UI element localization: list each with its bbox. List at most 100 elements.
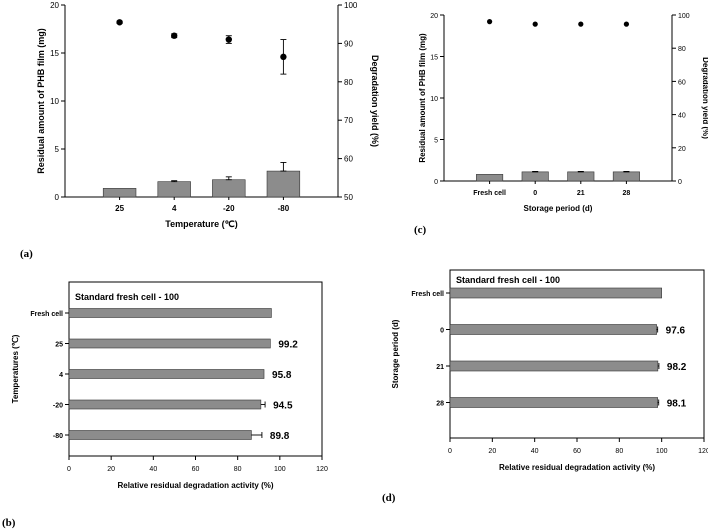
chart-c-y-tick-label: 20	[430, 13, 438, 20]
chart-a-y2-tick-label: 100	[344, 1, 358, 10]
chart-c-y2-tick-label: 0	[678, 179, 682, 186]
chart-a-y2-tick-label: 70	[344, 116, 353, 125]
chart-d-y-tick-label: 21	[436, 364, 444, 371]
chart-d-annotation: Standard fresh cell - 100	[456, 275, 560, 285]
chart-d-y-tick-label: 0	[440, 328, 444, 335]
chart-c-x-tick-label: 28	[623, 190, 631, 197]
chart-c-bar	[567, 171, 595, 182]
chart-a-x-tick-label: -80	[278, 204, 290, 213]
chart-b-y-axis-label: Temperatures (℃)	[11, 334, 20, 403]
chart-a-y2-tick-label: 50	[344, 193, 353, 202]
chart-c-point	[532, 21, 538, 27]
chart-b-annotation: Standard fresh cell - 100	[75, 292, 179, 302]
chart-c-y-tick-label: 10	[430, 96, 438, 103]
chart-d-x-tick-label: 60	[573, 448, 581, 455]
chart-d-x-tick-label: 80	[615, 448, 623, 455]
chart-c-y-axis-label: Residual amount of PHB film (mg)	[418, 33, 427, 163]
chart-a-y-axis-label: Residual amount of PHB film (mg)	[36, 28, 46, 174]
chart-b-x-tick-label: 120	[316, 466, 328, 473]
chart-c-bar	[476, 174, 504, 182]
chart-b-data-label: 94.5	[273, 401, 293, 412]
chart-b-bar	[68, 308, 272, 318]
chart-c-y-tick-label: 15	[430, 55, 438, 62]
chart-b-data-label: 95.8	[272, 370, 292, 381]
chart-a-y2-tick-label: 90	[344, 39, 353, 48]
panel-letter-d: (d)	[382, 492, 396, 504]
chart-d-bar	[449, 360, 659, 372]
chart-b-bar	[68, 338, 271, 349]
chart-c-y2-tick-label: 100	[678, 13, 690, 20]
chart-c-bar	[521, 171, 549, 182]
chart-c-y2-tick-label: 40	[678, 113, 686, 120]
chart-a-y-tick-label: 15	[50, 49, 59, 58]
chart-b-y-tick-label: -80	[53, 433, 63, 440]
chart-b-x-tick-label: 40	[149, 466, 157, 473]
chart-b-y-tick-label: 4	[59, 372, 63, 379]
chart-b-x-tick-label: 100	[274, 466, 286, 473]
chart-d-x-tick-label: 120	[698, 448, 708, 455]
chart-c-y2-tick-label: 20	[678, 146, 686, 153]
chart-d-x-tick-label: 20	[488, 448, 496, 455]
chart-d-y-axis-label: Storage period (d)	[391, 319, 400, 388]
chart-b-data-label: 89.8	[270, 431, 290, 442]
chart-a-y-tick-label: 20	[50, 1, 59, 10]
chart-c-x-axis-label: Storage period (d)	[524, 204, 593, 213]
chart-c-x-tick-label: Fresh cell	[473, 190, 506, 197]
chart-c-y-tick-label: 5	[434, 138, 438, 145]
panel-letter-c: (c)	[414, 224, 427, 236]
chart-b-y-tick-label: Fresh cell	[30, 311, 63, 318]
chart-a-bar	[212, 179, 246, 198]
chart-a-bar	[102, 188, 137, 198]
chart-c-x-tick-label: 0	[533, 190, 537, 197]
chart-d-data-label: 98.2	[667, 362, 687, 373]
chart-c-y-tick-label: 0	[434, 179, 438, 186]
chart-b-x-tick-label: 0	[67, 466, 71, 473]
chart-b-y-tick-label: -20	[53, 403, 63, 410]
chart-d-bar	[449, 287, 662, 299]
chart-d-data-label: 97.6	[666, 326, 686, 337]
chart-c-y2-tick-label: 60	[678, 79, 686, 86]
chart-c-point	[578, 21, 584, 27]
chart-b-x-axis-label: Relative residual degradation activity (…	[117, 481, 273, 490]
chart-b-y-tick-label: 25	[55, 342, 63, 349]
chart-d-x-tick-label: 0	[448, 448, 452, 455]
chart-d-x-tick-label: 40	[531, 448, 539, 455]
chart-a-y-tick-label: 10	[50, 97, 59, 106]
chart-c-point	[487, 19, 493, 25]
chart-b-x-tick-label: 20	[107, 466, 115, 473]
chart-b-plot-frame	[68, 281, 323, 457]
chart-b-bar	[68, 369, 265, 379]
chart-a-bar	[157, 181, 191, 198]
chart-a-x-tick-label: 4	[172, 204, 177, 213]
chart-c-bar	[612, 171, 640, 182]
panel-letter-a: (a)	[20, 248, 33, 260]
chart-a-x-axis-label: Temperature (℃)	[165, 219, 237, 229]
chart-a-y-tick-label: 0	[55, 193, 60, 202]
chart-a-y2-tick-label: 80	[344, 78, 353, 87]
chart-c-x-tick-label: 21	[577, 190, 585, 197]
chart-a-bar	[266, 170, 301, 198]
chart-d-bar	[449, 324, 657, 335]
chart-c-y2-tick-label: 80	[678, 46, 686, 53]
chart-d-x-axis-label: Relative residual degradation activity (…	[499, 463, 655, 472]
chart-a-y2-axis-label: Degradation yield (%)	[370, 55, 380, 147]
chart-d-x-tick-label: 100	[656, 448, 668, 455]
chart-a-y2-tick-label: 60	[344, 155, 353, 164]
chart-a-x-tick-label: 25	[115, 204, 124, 213]
chart-b-x-tick-label: 80	[234, 466, 242, 473]
chart-b-x-tick-label: 60	[192, 466, 200, 473]
chart-a-y-tick-label: 5	[55, 145, 60, 154]
chart-c-point	[623, 21, 630, 27]
chart-a-x-tick-label: -20	[223, 204, 235, 213]
chart-d-y-tick-label: 28	[436, 401, 444, 408]
chart-b-data-label: 99.2	[278, 340, 298, 351]
chart-a-point	[116, 19, 123, 26]
chart-a-point	[171, 32, 178, 39]
panel-letter-b: (b)	[2, 517, 16, 529]
chart-d-data-label: 98.1	[667, 399, 687, 410]
chart-d-y-tick-label: Fresh cell	[411, 291, 444, 298]
chart-a-point	[225, 36, 232, 43]
chart-b-bar	[68, 430, 252, 440]
chart-a-point	[280, 53, 287, 61]
